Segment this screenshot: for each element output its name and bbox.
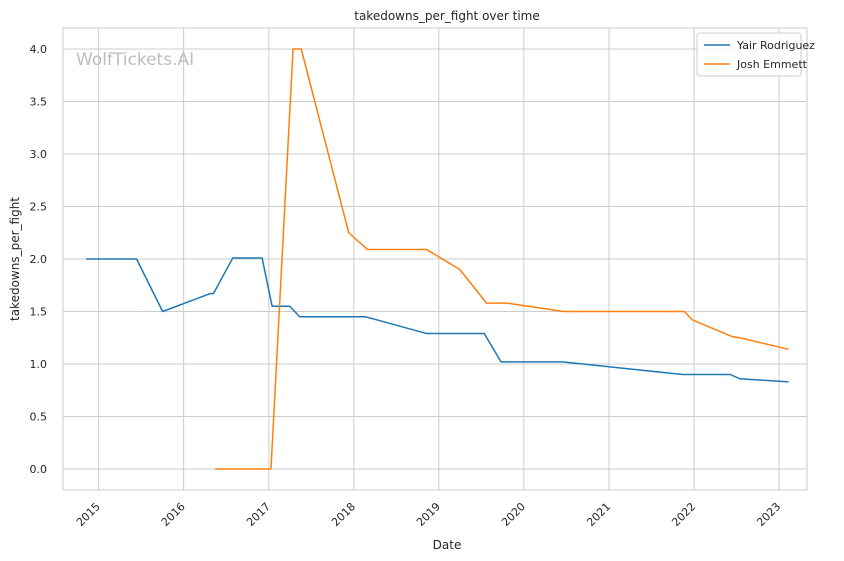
y-tick-labels: 0.0 0.5 1.0 1.5 2.0 2.5 3.0 3.5 4.0 bbox=[30, 43, 48, 476]
chart-title: takedowns_per_fight over time bbox=[354, 9, 540, 23]
watermark: WolfTickets.AI bbox=[76, 50, 194, 70]
y-gridlines bbox=[63, 48, 807, 470]
plot-frame bbox=[62, 27, 808, 491]
legend: Yair Rodriguez Josh Emmett bbox=[696, 32, 815, 77]
y-tick-label: 2.5 bbox=[30, 201, 48, 214]
series-line-yair-rodriguez bbox=[86, 257, 789, 383]
y-tick-label: 4.0 bbox=[30, 43, 48, 56]
legend-box bbox=[696, 32, 802, 77]
y-tick-label: 2.0 bbox=[30, 253, 48, 266]
y-tick-label: 1.5 bbox=[30, 306, 48, 319]
y-tick-label: 0.0 bbox=[30, 463, 48, 476]
x-axis-title: Date bbox=[433, 538, 462, 552]
series-lines bbox=[86, 48, 789, 470]
y-axis-title: takedowns_per_fight bbox=[8, 197, 22, 321]
series-line-josh-emmett bbox=[215, 48, 789, 470]
legend-label-yair-rodriguez: Yair Rodriguez bbox=[736, 39, 815, 52]
y-tick-label: 3.0 bbox=[30, 148, 48, 161]
legend-label-josh-emmett: Josh Emmett bbox=[736, 58, 808, 71]
y-tick-label: 1.0 bbox=[30, 358, 48, 371]
y-tick-label: 0.5 bbox=[30, 411, 48, 424]
y-tick-label: 3.5 bbox=[30, 96, 48, 109]
